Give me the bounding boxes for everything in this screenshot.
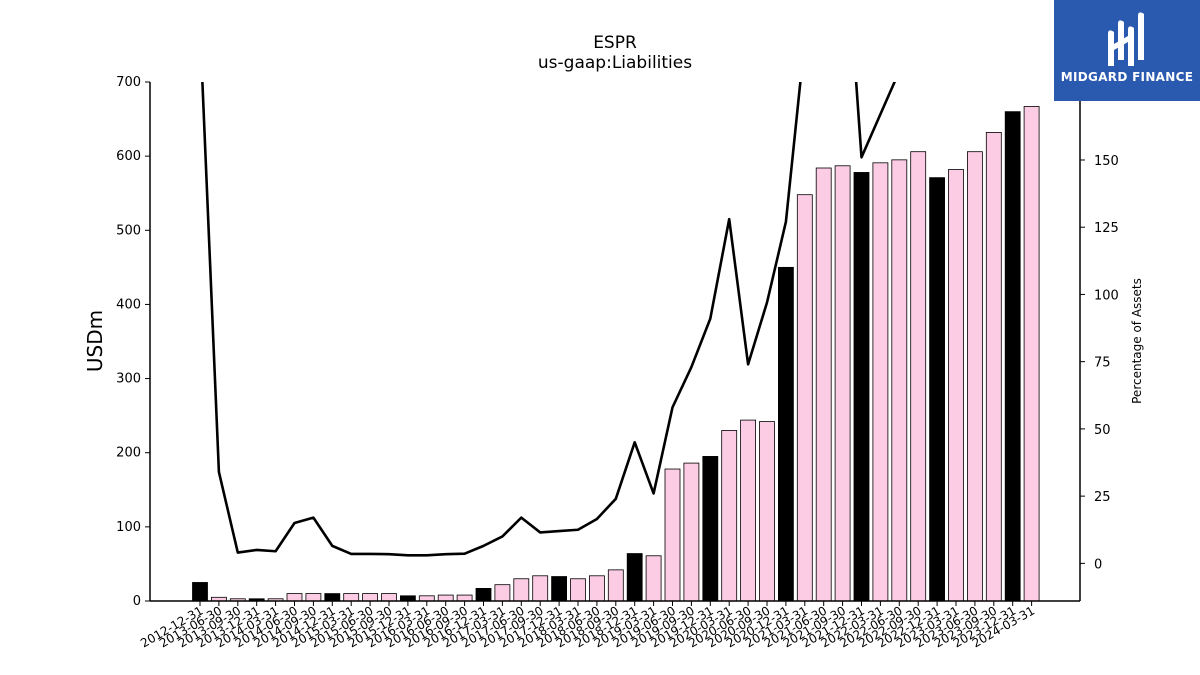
bar (362, 593, 379, 602)
bar (494, 584, 511, 602)
bar (664, 468, 681, 602)
bar (891, 159, 908, 602)
bar (551, 576, 567, 602)
y-right-tick-label: 0 (1094, 557, 1102, 572)
bar (324, 593, 341, 602)
y-right-tick-label: 150 (1094, 154, 1119, 169)
bar (645, 555, 662, 602)
bar (399, 595, 416, 602)
y-tick-label: 100 (116, 520, 141, 535)
bar (910, 151, 927, 602)
bar (1023, 106, 1040, 602)
y-right-tick-label: 25 (1094, 490, 1111, 505)
bar (853, 172, 870, 602)
y-tick-label: 600 (116, 149, 141, 164)
y-right-tick-label: 125 (1094, 221, 1119, 236)
bar (759, 421, 775, 602)
y-tick-label: 500 (116, 223, 141, 238)
bar (796, 194, 813, 602)
bar (532, 575, 549, 602)
bar (343, 593, 360, 602)
bar (967, 151, 983, 602)
bar (418, 595, 435, 602)
logo-mark-icon (1108, 12, 1144, 66)
brand-logo: MIDGARD FINANCE (1054, 0, 1200, 101)
y-tick-label: 300 (116, 372, 141, 387)
bar (778, 266, 794, 602)
y-tick-label: 700 (116, 75, 141, 90)
line-group (201, 82, 896, 557)
y-axis-label: USDm (83, 310, 107, 372)
bar (929, 177, 945, 602)
bar (815, 167, 832, 602)
bar (513, 578, 530, 602)
bar (721, 430, 738, 602)
bar (683, 462, 700, 602)
bar (985, 132, 1002, 602)
bar (475, 587, 492, 602)
bar (948, 169, 964, 602)
bar (437, 594, 454, 602)
bar (1004, 111, 1021, 602)
bar (740, 419, 756, 602)
bar (589, 575, 605, 602)
chart-title: ESPR (593, 33, 637, 53)
y-tick-label: 200 (116, 446, 141, 461)
bar (626, 553, 643, 602)
bar (381, 593, 397, 602)
bar (286, 593, 303, 602)
series-line (201, 82, 896, 557)
bar (702, 456, 719, 602)
axes-group: 0100200300400500600700025507510012515020… (116, 75, 1119, 650)
y-tick-label: 400 (116, 297, 141, 312)
y-right-tick-label: 50 (1094, 423, 1111, 438)
y-axis-right-label: Percentage of Assets (1130, 278, 1144, 404)
y-right-tick-label: 100 (1094, 288, 1119, 303)
bar (192, 582, 208, 602)
bar (305, 593, 322, 602)
bar (834, 165, 851, 602)
chart-subtitle: us-gaap:Liabilities (538, 53, 692, 73)
bar (570, 578, 586, 602)
bar (872, 162, 889, 602)
bar (607, 569, 624, 602)
y-right-tick-label: 75 (1094, 356, 1111, 371)
bars-group (192, 106, 1040, 602)
bar (456, 594, 473, 602)
y-tick-label: 0 (133, 594, 141, 609)
logo-text: MIDGARD FINANCE (1060, 70, 1194, 84)
